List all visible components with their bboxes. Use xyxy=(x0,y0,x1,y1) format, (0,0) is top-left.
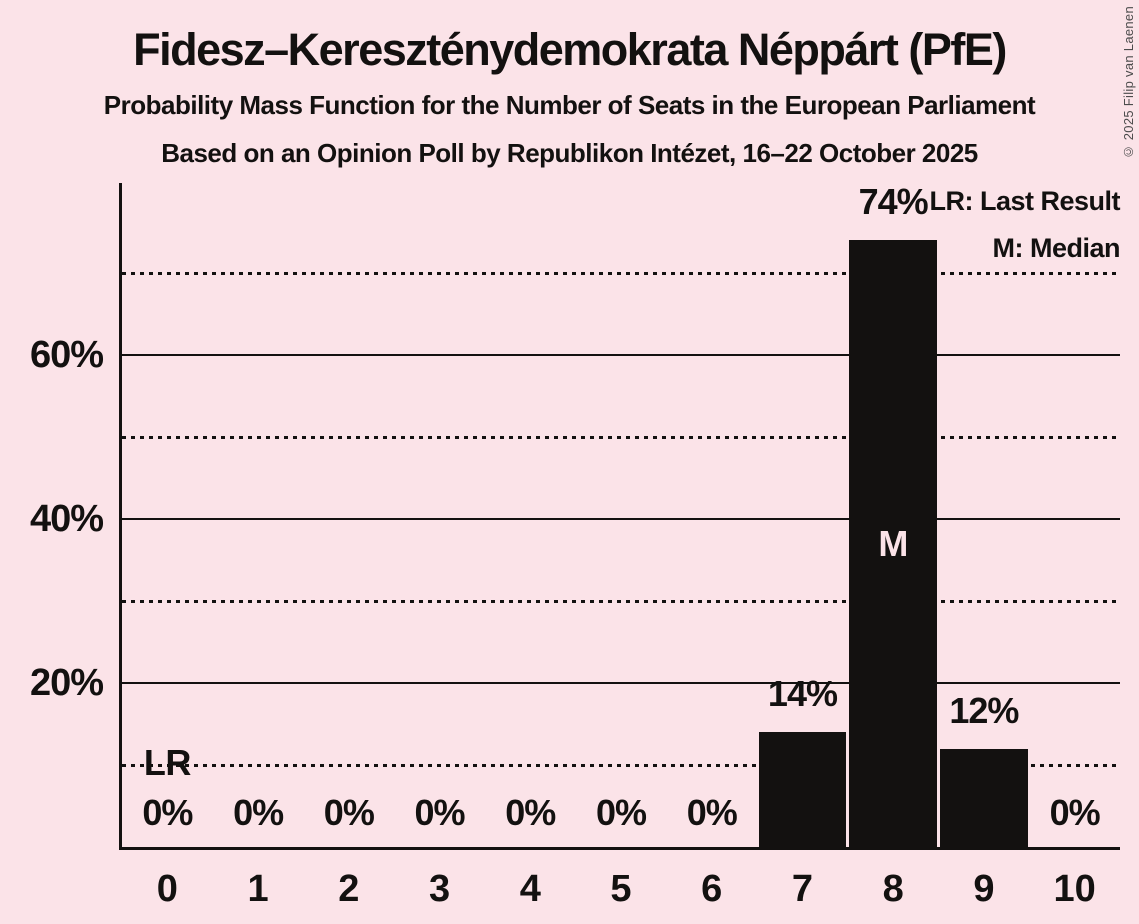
poll-source-line: Based on an Opinion Poll by Republikon I… xyxy=(161,138,978,168)
legend-last-result: LR: Last Result xyxy=(929,186,1120,216)
x-axis-tick-label-3: 3 xyxy=(428,868,451,910)
gridline-dotted-10pct xyxy=(122,763,1120,767)
x-axis-tick-label-5: 5 xyxy=(610,868,632,910)
gridline-dotted-30pct xyxy=(122,599,1120,603)
bar-value-label-seat-5: 0% xyxy=(595,792,647,833)
bar-value-label-seat-1: 0% xyxy=(233,792,284,833)
x-axis-tick-label-8: 8 xyxy=(882,868,904,910)
bar-value-label-seat-3: 0% xyxy=(414,792,466,833)
x-axis-tick-label-10: 10 xyxy=(1053,868,1096,910)
median-marker: M xyxy=(878,522,908,564)
x-axis-tick-label-2: 2 xyxy=(338,868,360,910)
x-axis-tick-label-7: 7 xyxy=(791,868,813,910)
bar-value-label-seat-8: 74% xyxy=(858,181,929,223)
gridline-solid-60pct xyxy=(122,354,1120,356)
x-axis-tick-label-9: 9 xyxy=(973,868,995,910)
bar-value-label-seat-4: 0% xyxy=(505,792,556,833)
x-axis-tick-label-4: 4 xyxy=(519,868,541,910)
bar-value-label-seat-2: 0% xyxy=(323,792,375,833)
bar-value-label-seat-10: 0% xyxy=(1049,792,1101,833)
x-axis-tick-label-1: 1 xyxy=(247,868,269,910)
copyright-notice: © 2025 Filip van Laenen xyxy=(1121,6,1136,160)
y-axis-labels: 20% 40% 60% xyxy=(0,183,104,847)
gridline-solid-20pct xyxy=(122,682,1120,684)
y-axis-label-60pct: 60% xyxy=(29,334,104,376)
legend-median: M: Median xyxy=(992,233,1121,263)
bar-value-label-seat-7: 14% xyxy=(767,673,838,715)
x-axis-labels: 0 1 2 3 4 5 6 7 8 9 10 xyxy=(122,868,1120,910)
y-axis-label-40pct: 40% xyxy=(29,498,104,540)
gridline-dotted-70pct xyxy=(122,271,1120,275)
bar-value-label-seat-0: 0% xyxy=(142,792,193,833)
chart-subtitle: Probability Mass Function for the Number… xyxy=(103,90,1036,120)
bar-seat-8 xyxy=(849,240,938,847)
x-axis-tick-label-0: 0 xyxy=(156,868,178,910)
plot-area: 0% 0% 0% 0% 0% 0% 0% 14% 74% 12% 0% M LR xyxy=(119,183,1120,850)
bar-value-label-seat-9: 12% xyxy=(949,689,1019,731)
chart-title: Fidesz–Kereszténydemokrata Néppárt (PfE) xyxy=(133,24,1007,75)
last-result-marker: LR xyxy=(143,742,191,783)
bar-seat-7 xyxy=(758,732,847,847)
gridline-solid-40pct xyxy=(122,518,1120,520)
bar-seat-9 xyxy=(940,748,1028,847)
gridline-dotted-50pct xyxy=(122,435,1120,439)
x-axis-tick-label-6: 6 xyxy=(701,868,723,910)
y-axis-label-20pct: 20% xyxy=(29,662,104,704)
bar-value-label-seat-6: 0% xyxy=(686,792,738,833)
